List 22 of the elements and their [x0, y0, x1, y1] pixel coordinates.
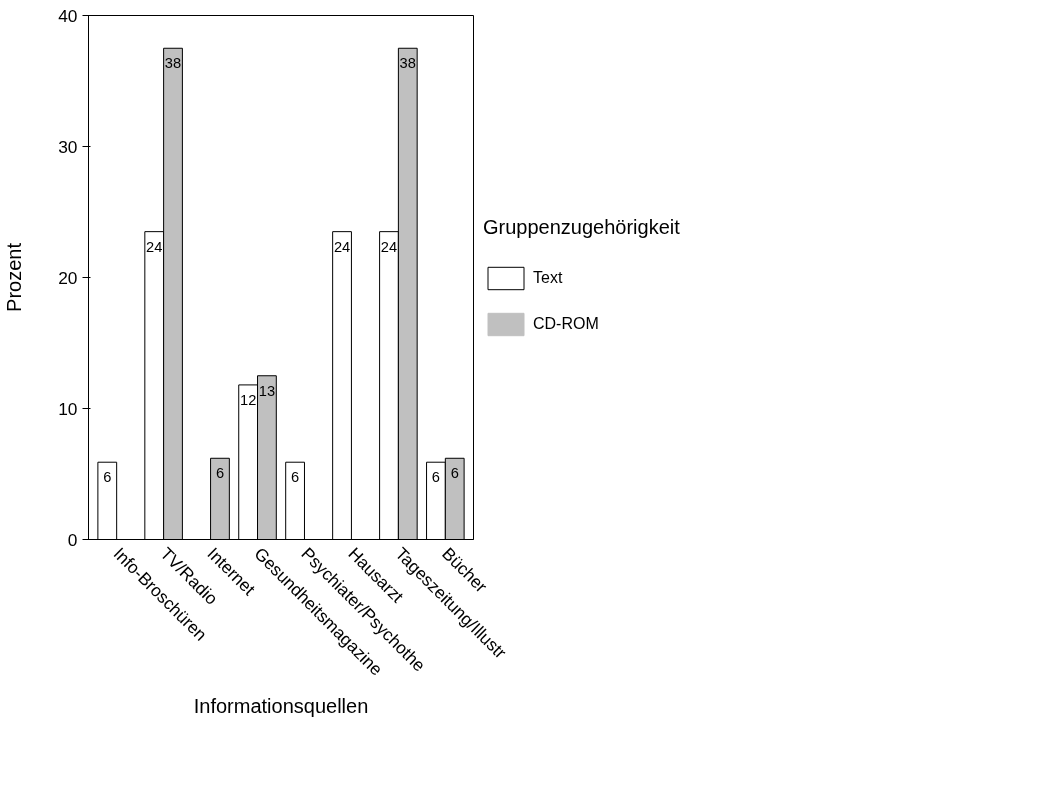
legend-label: Text — [533, 269, 563, 287]
data-label: 24 — [146, 238, 163, 255]
data-label: 24 — [333, 238, 351, 255]
y-tick-label: 30 — [58, 136, 78, 157]
y-axis-title: Prozent — [3, 242, 26, 312]
x-axis-title: Informationsquellen — [193, 694, 369, 717]
data-label: 24 — [380, 238, 398, 255]
y-tick-label: 20 — [58, 267, 78, 288]
data-label: 13 — [258, 382, 276, 399]
data-label: 6 — [103, 469, 112, 486]
data-label: 6 — [431, 469, 441, 486]
y-tick-label: 10 — [58, 398, 78, 419]
data-label: 6 — [450, 465, 459, 482]
data-label: 6 — [215, 465, 225, 482]
legend-title: Gruppenzugehörigkeit — [483, 216, 680, 239]
legend-label: CD-ROM — [533, 315, 599, 333]
data-label: 38 — [399, 55, 416, 72]
data-label: 6 — [291, 469, 300, 486]
y-tick-label: 0 — [67, 529, 78, 550]
y-tick-label: 40 — [58, 5, 78, 26]
data-label: 38 — [164, 55, 182, 72]
data-label: 12 — [239, 391, 257, 408]
